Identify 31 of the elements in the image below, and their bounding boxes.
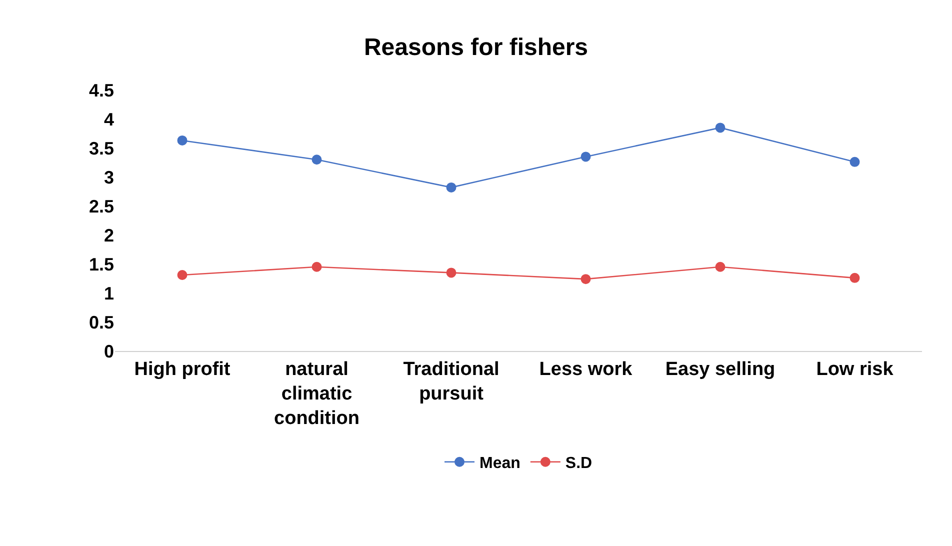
x-tick-label: Less work xyxy=(539,358,633,380)
y-tick-label: 0.5 xyxy=(88,312,114,332)
y-tick-label: 3.5 xyxy=(88,138,114,158)
y-tick-label: 1 xyxy=(104,283,114,304)
x-tick-label: Traditional pursuit xyxy=(403,358,500,404)
y-tick-label: 2 xyxy=(104,225,114,246)
x-tick-label: High profit xyxy=(134,358,231,380)
x-tick-label: natural climatic condition xyxy=(274,358,360,430)
point xyxy=(312,262,322,272)
point xyxy=(446,268,456,278)
legend-label: Mean xyxy=(480,455,520,472)
y-tick-label: 0 xyxy=(104,341,114,362)
point xyxy=(850,272,860,283)
point xyxy=(850,156,860,167)
y-tick-label: 2.5 xyxy=(88,196,114,216)
legend-label: S.D xyxy=(565,455,592,472)
point xyxy=(715,262,726,272)
point xyxy=(177,135,188,146)
point xyxy=(580,274,591,284)
y-tick-label: 1.5 xyxy=(88,254,114,274)
y-tick-label: 3 xyxy=(104,167,114,188)
point xyxy=(580,152,591,162)
y-tick-label: 4.5 xyxy=(88,80,114,100)
x-tick-label: Easy selling xyxy=(665,358,776,380)
point xyxy=(177,270,188,280)
x-tick-label: Low risk xyxy=(816,358,894,380)
point xyxy=(312,154,322,165)
y-tick-label: 4 xyxy=(104,109,114,130)
chart-title: Reasons for fishers xyxy=(364,34,588,62)
point xyxy=(446,182,456,192)
point xyxy=(715,122,726,133)
